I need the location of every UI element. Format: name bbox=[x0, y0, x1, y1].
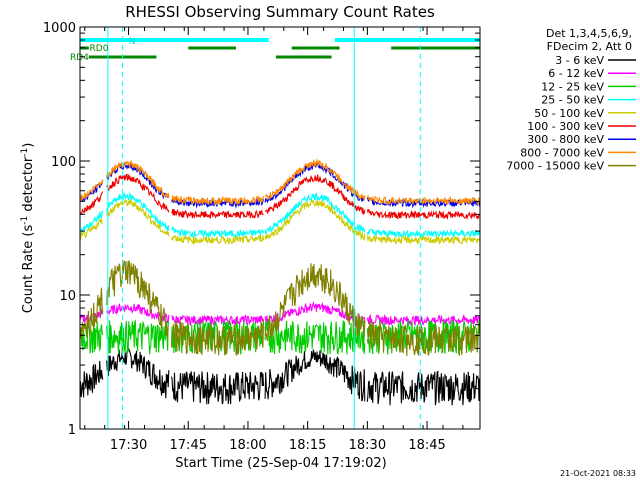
plot-frame bbox=[79, 26, 481, 430]
series-5-segment-0 bbox=[79, 191, 104, 215]
x-tick-label-3: 18:15 bbox=[289, 438, 326, 453]
series-0-segment-0 bbox=[79, 360, 104, 398]
x-axis-label: Start Time (25-Sep-04 17:19:02) bbox=[175, 456, 386, 471]
legend-label-8: 7000 - 15000 keV bbox=[506, 160, 604, 173]
legend-label-0: 3 - 6 keV bbox=[555, 54, 604, 67]
series-8-segment-1 bbox=[106, 259, 169, 339]
x-tick-label-5: 18:45 bbox=[408, 438, 445, 453]
series-4-segment-2 bbox=[170, 234, 265, 246]
series-1-segment-1 bbox=[106, 303, 170, 324]
series-2-segment-0 bbox=[79, 320, 104, 354]
series-0-segment-2 bbox=[170, 371, 265, 405]
x-tick-label-0: 17:30 bbox=[110, 438, 147, 453]
legend-label-2: 12 - 25 keV bbox=[541, 80, 604, 93]
series-2-segment-4 bbox=[366, 320, 481, 355]
series-3-segment-4 bbox=[366, 228, 480, 239]
series-5-segment-3 bbox=[264, 174, 366, 215]
x-tick-label-2: 18:00 bbox=[229, 438, 266, 453]
series-layer bbox=[79, 157, 481, 406]
y-axis-ticks: 1 10 100 1000 bbox=[43, 21, 480, 438]
series-4-segment-1 bbox=[106, 198, 170, 237]
y-tick-label-1: 10 bbox=[59, 289, 76, 304]
series-3-segment-3 bbox=[264, 192, 366, 235]
series-5-segment-4 bbox=[366, 208, 481, 221]
chart-title: RHESSI Observing Summary Count Rates bbox=[125, 3, 435, 21]
legend-label-4: 50 - 100 keV bbox=[534, 107, 604, 120]
legend-header-2: FDecim 2, Att 0 bbox=[547, 40, 632, 53]
x-axis-ticks: 17:30 17:45 18:00 18:15 18:30 18:45 bbox=[84, 27, 464, 453]
series-8-segment-0 bbox=[79, 287, 104, 340]
legend-label-5: 100 - 300 keV bbox=[527, 120, 604, 133]
night-label: N bbox=[129, 37, 136, 47]
y-label-part-1: Count Rate (s bbox=[21, 225, 36, 314]
series-8 bbox=[79, 259, 481, 357]
y-label-sup-1: -1 bbox=[20, 216, 30, 225]
series-6-segment-3 bbox=[264, 160, 366, 203]
x-tick-label-4: 18:30 bbox=[349, 438, 386, 453]
series-7 bbox=[79, 157, 481, 207]
series-4-segment-4 bbox=[366, 234, 481, 246]
y-label-sup-2: -1 bbox=[20, 148, 30, 157]
legend-label-1: 6 - 12 keV bbox=[548, 67, 604, 80]
series-4 bbox=[79, 198, 481, 246]
series-2-segment-1 bbox=[106, 319, 170, 355]
series-7-segment-2 bbox=[171, 194, 265, 207]
series-3-segment-0 bbox=[79, 210, 104, 235]
x-tick-label-1: 17:45 bbox=[170, 438, 207, 453]
series-1-segment-4 bbox=[366, 313, 481, 327]
series-6-segment-4 bbox=[366, 197, 481, 209]
y-label-part-3: ) bbox=[21, 143, 36, 148]
legend-label-3: 25 - 50 keV bbox=[541, 94, 604, 107]
y-tick-label-0: 1 bbox=[68, 423, 76, 438]
series-8-segment-2 bbox=[170, 319, 265, 356]
series-7-segment-4 bbox=[366, 193, 481, 206]
series-0-segment-3 bbox=[264, 349, 366, 402]
series-2-segment-3 bbox=[264, 319, 366, 355]
rd0-label: RD0 bbox=[90, 44, 109, 54]
timestamp: 21-Oct-2021 08:33 bbox=[560, 469, 636, 478]
series-4-segment-0 bbox=[79, 218, 104, 240]
legend: Det 1,3,4,5,6,9, FDecim 2, Att 0 3 - 6 k… bbox=[506, 27, 636, 173]
series-5 bbox=[79, 173, 481, 221]
y-tick-label-2: 100 bbox=[51, 155, 76, 170]
y-tick-label-3: 1000 bbox=[43, 21, 76, 36]
legend-label-6: 300 - 800 keV bbox=[527, 133, 604, 146]
series-8-segment-3 bbox=[264, 263, 366, 341]
series-3 bbox=[79, 191, 480, 239]
series-7-segment-0 bbox=[79, 179, 104, 203]
series-5-segment-1 bbox=[106, 173, 170, 213]
series-3-segment-2 bbox=[171, 226, 265, 239]
series-0-segment-1 bbox=[106, 347, 170, 399]
y-label-part-2: detector bbox=[21, 156, 36, 216]
legend-header-1: Det 1,3,4,5,6,9, bbox=[546, 27, 632, 40]
y-axis-label: Count Rate (s-1 detector-1) bbox=[20, 143, 36, 314]
series-1-segment-2 bbox=[171, 314, 265, 327]
series-8-segment-4 bbox=[366, 320, 481, 357]
series-5-segment-2 bbox=[171, 208, 264, 220]
series-7-segment-1 bbox=[106, 159, 170, 199]
series-0 bbox=[79, 347, 481, 406]
legend-label-7: 800 - 7000 keV bbox=[520, 146, 604, 159]
series-0-segment-4 bbox=[366, 370, 481, 406]
series-3-segment-1 bbox=[106, 191, 170, 232]
series-7-segment-3 bbox=[264, 157, 366, 201]
series-4-segment-3 bbox=[264, 200, 366, 241]
